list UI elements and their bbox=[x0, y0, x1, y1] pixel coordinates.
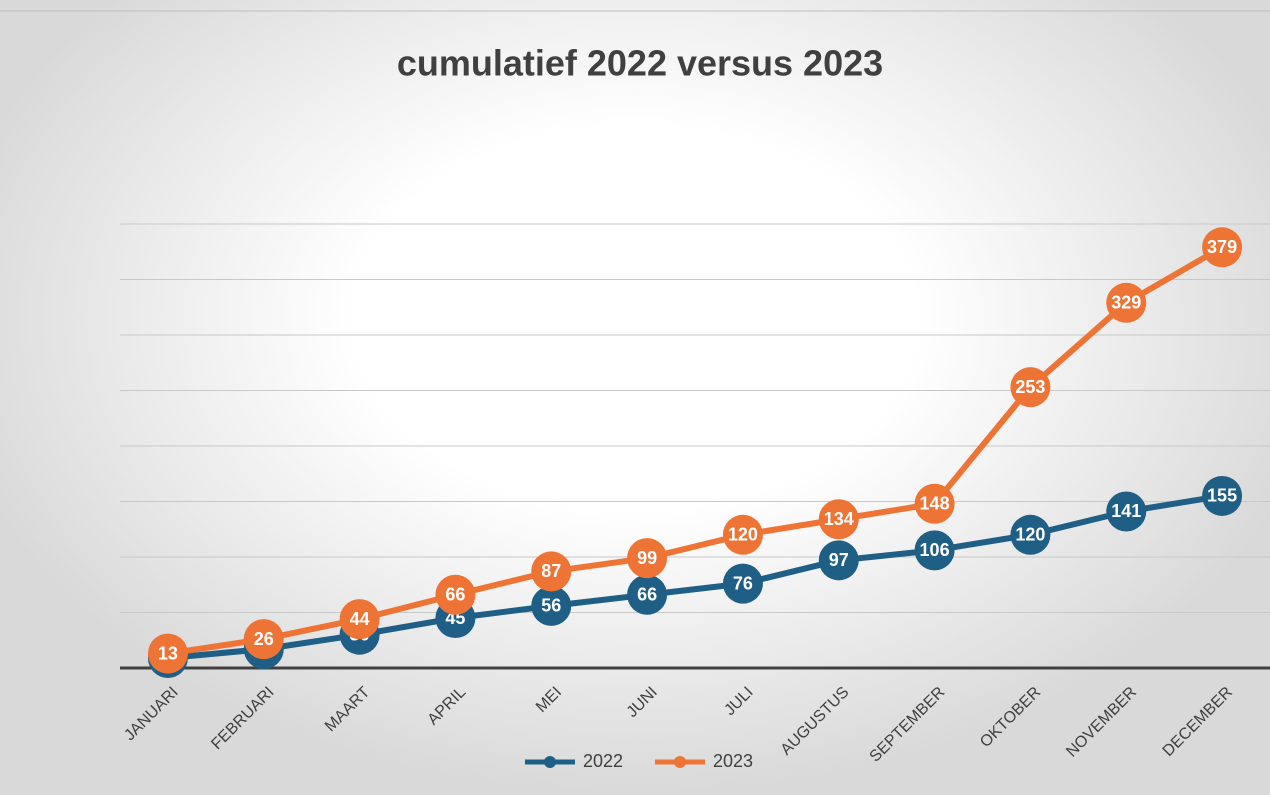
marker bbox=[1202, 475, 1243, 516]
marker bbox=[1202, 227, 1243, 268]
marker bbox=[531, 551, 572, 592]
marker bbox=[435, 574, 476, 615]
marker bbox=[531, 585, 572, 626]
marker bbox=[722, 514, 763, 555]
marker bbox=[914, 483, 955, 524]
x-tick-label: MEI bbox=[533, 684, 565, 716]
data-label: 148 bbox=[920, 493, 950, 513]
marker bbox=[722, 563, 763, 604]
marker bbox=[147, 633, 188, 674]
legend-marker bbox=[544, 756, 556, 768]
marker bbox=[914, 530, 955, 571]
x-tick-label: FEBRUARI bbox=[208, 684, 277, 753]
legend-label: 2023 bbox=[713, 751, 753, 771]
data-label: 66 bbox=[637, 584, 657, 604]
data-label: 56 bbox=[541, 596, 561, 616]
data-label: 253 bbox=[1015, 377, 1045, 397]
data-label: 76 bbox=[733, 573, 753, 593]
x-tick-label: DECEMBER bbox=[1160, 684, 1236, 760]
chart-title: cumulatief 2022 versus 2023 bbox=[397, 43, 883, 84]
legend-label: 2022 bbox=[583, 751, 623, 771]
x-tick-label: MAART bbox=[322, 684, 374, 736]
x-tick-label: JUNI bbox=[624, 684, 661, 721]
marker bbox=[818, 540, 859, 581]
data-label: 13 bbox=[158, 643, 178, 663]
data-label: 97 bbox=[829, 550, 849, 570]
series-line bbox=[167, 244, 1224, 657]
marker bbox=[627, 538, 668, 579]
marker bbox=[339, 599, 380, 640]
marker bbox=[627, 574, 668, 615]
x-tick-label: APRIL bbox=[425, 684, 470, 729]
data-label: 87 bbox=[541, 561, 561, 581]
data-label: 120 bbox=[728, 525, 758, 545]
marker bbox=[1106, 491, 1147, 532]
data-label: 134 bbox=[824, 509, 854, 529]
data-label: 120 bbox=[1015, 525, 1045, 545]
x-tick-label: NOVEMBER bbox=[1063, 684, 1140, 761]
marker bbox=[243, 619, 284, 660]
data-label: 44 bbox=[350, 609, 370, 629]
data-label: 66 bbox=[445, 584, 465, 604]
series-line bbox=[167, 492, 1223, 661]
data-label: 106 bbox=[920, 540, 950, 560]
x-tick-label: JANUARI bbox=[121, 684, 181, 744]
data-label: 329 bbox=[1111, 293, 1141, 313]
data-label: 26 bbox=[254, 629, 274, 649]
marker bbox=[818, 499, 859, 540]
marker bbox=[1106, 282, 1147, 323]
x-tick-label: JULI bbox=[721, 684, 756, 719]
data-label: 155 bbox=[1207, 486, 1237, 506]
marker bbox=[1010, 367, 1051, 408]
marker bbox=[1010, 514, 1051, 555]
data-label: 141 bbox=[1111, 501, 1141, 521]
data-label: 99 bbox=[637, 548, 657, 568]
legend-marker bbox=[674, 756, 686, 768]
x-tick-label: SEPTEMBER bbox=[867, 684, 949, 766]
data-label: 379 bbox=[1207, 237, 1237, 257]
x-tick-label: AUGUSTUS bbox=[778, 684, 853, 759]
x-tick-label: OKTOBER bbox=[977, 684, 1044, 751]
